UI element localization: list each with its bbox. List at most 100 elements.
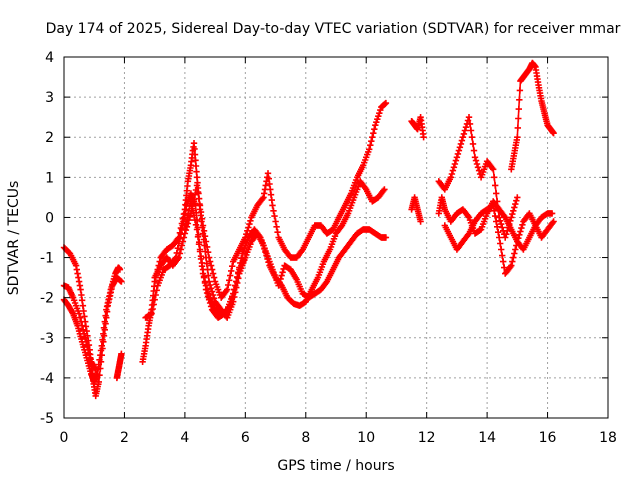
data-point: [493, 190, 500, 197]
data-point: [449, 167, 457, 174]
data-point: [79, 326, 87, 333]
data-point: [472, 157, 480, 164]
data-point: [204, 290, 212, 297]
data-point: [150, 301, 157, 308]
data-point: [277, 281, 284, 288]
data-point: [457, 140, 465, 148]
y-tick-label: 3: [45, 90, 54, 106]
data-point: [506, 220, 513, 228]
data-point: [229, 263, 236, 270]
series-trace-c: [60, 282, 99, 374]
data-point: [491, 174, 498, 181]
data-point: [183, 216, 191, 224]
data-point: [455, 147, 463, 154]
data-point: [244, 227, 251, 234]
data-point: [512, 246, 519, 253]
data-point: [376, 110, 383, 117]
data-point: [498, 220, 505, 228]
data-point: [82, 334, 89, 341]
data-point: [278, 272, 285, 279]
data-point: [496, 234, 503, 241]
data-point: [517, 228, 524, 235]
data-point: [232, 282, 239, 289]
data-point: [507, 263, 514, 271]
data-point: [174, 255, 181, 263]
data-point: [279, 269, 286, 276]
data-point: [518, 224, 525, 232]
data-point: [100, 338, 107, 345]
data-point: [368, 138, 375, 145]
data-point: [469, 140, 477, 148]
series-trace-g: [151, 99, 390, 301]
data-point: [203, 286, 211, 293]
data-point: [174, 245, 181, 252]
data-point: [175, 254, 182, 261]
data-point: [196, 248, 204, 255]
data-point: [234, 274, 241, 281]
data-point: [496, 214, 503, 221]
data-point: [206, 258, 214, 265]
data-point: [207, 285, 215, 292]
data-point: [97, 358, 105, 365]
data-point: [188, 202, 196, 210]
data-point: [514, 238, 521, 245]
data-point: [515, 235, 522, 242]
data-point: [194, 188, 202, 196]
series-trace-j: [408, 194, 424, 225]
data-point: [192, 162, 200, 170]
y-tick-label: 0: [45, 210, 54, 226]
data-point: [513, 197, 520, 204]
series-trace-f: [142, 190, 390, 321]
data-point: [184, 212, 192, 219]
y-tick-label: -5: [40, 411, 54, 427]
data-point: [223, 307, 230, 314]
data-point: [195, 195, 203, 202]
data-point: [372, 122, 379, 129]
data-point: [235, 270, 242, 277]
data-point: [493, 218, 500, 225]
data-point: [83, 338, 90, 345]
data-point: [550, 218, 557, 225]
data-point: [187, 198, 195, 205]
data-point: [512, 200, 519, 208]
data-point: [451, 160, 459, 168]
data-point: [380, 187, 387, 194]
data-point: [264, 255, 271, 263]
data-point: [447, 174, 454, 181]
data-point: [193, 174, 201, 181]
data-point: [464, 231, 472, 238]
data-point: [494, 198, 501, 205]
data-point: [516, 96, 523, 103]
data-point: [148, 310, 155, 317]
series-trace-n: [508, 59, 557, 173]
data-point: [509, 258, 516, 265]
series-trace-l: [435, 114, 521, 241]
data-point: [473, 160, 481, 168]
data-point: [464, 117, 472, 124]
data-point: [200, 227, 208, 234]
data-point: [474, 164, 482, 171]
data-point: [118, 278, 125, 285]
data-point: [195, 241, 203, 248]
data-point: [192, 221, 200, 228]
series-trace-e: [139, 140, 249, 365]
data-point: [467, 127, 475, 134]
data-point: [507, 217, 514, 224]
data-point: [182, 221, 190, 228]
chart-title: Day 174 of 2025, Sidereal Day-to-day VTE…: [46, 21, 621, 37]
data-point: [497, 240, 504, 247]
data-point: [454, 150, 462, 158]
data-point: [228, 267, 235, 275]
y-axis-label: SDTVAR / TECUs: [6, 181, 22, 296]
data-point: [225, 281, 232, 289]
data-point: [465, 114, 473, 121]
data-point: [78, 297, 86, 304]
data-point: [548, 210, 556, 217]
data-point: [202, 238, 210, 245]
data-point: [95, 378, 102, 386]
data-point: [490, 202, 497, 209]
y-tick-label: -3: [40, 331, 54, 347]
data-point: [176, 250, 184, 257]
data-point: [86, 350, 93, 357]
